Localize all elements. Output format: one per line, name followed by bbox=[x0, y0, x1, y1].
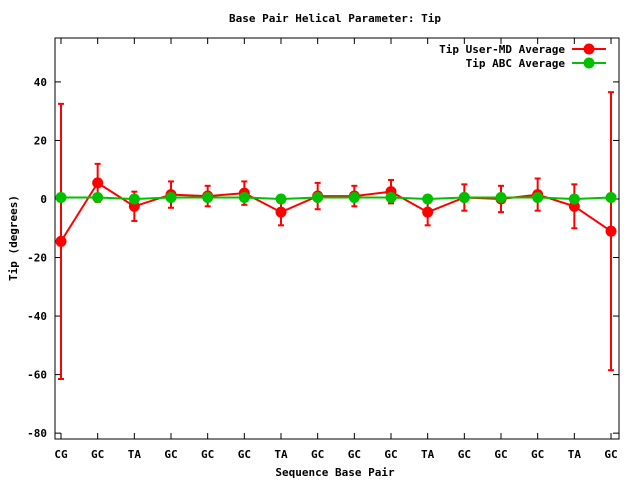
plot-frame bbox=[54, 37, 620, 440]
data-point bbox=[92, 192, 104, 204]
x-tick-label: GC bbox=[311, 448, 324, 461]
x-axis: CG GC TA GC GC GC TA GC GC GC TA GC GC GC TA GC bbox=[54, 38, 618, 461]
series-line bbox=[60, 181, 612, 242]
data-point bbox=[55, 192, 67, 204]
y-tick-label: 40 bbox=[34, 76, 47, 89]
x-tick-label: GC bbox=[201, 448, 214, 461]
x-tick-label: GC bbox=[348, 448, 361, 461]
x-tick-label: GC bbox=[494, 448, 507, 461]
x-axis-label: Sequence Base Pair bbox=[275, 466, 395, 479]
x-tick-label: GC bbox=[384, 448, 397, 461]
y-tick-label: -80 bbox=[27, 427, 47, 440]
y-axis: -80 -60 -40 -20 0 20 40 bbox=[27, 76, 619, 440]
x-tick-label: TA bbox=[421, 448, 435, 461]
series-user-md bbox=[55, 91, 617, 380]
x-tick-label: TA bbox=[568, 448, 582, 461]
data-point bbox=[605, 225, 617, 237]
data-point bbox=[385, 192, 397, 204]
x-tick-label: TA bbox=[128, 448, 142, 461]
data-point bbox=[532, 192, 544, 204]
x-tick-label: CG bbox=[54, 448, 68, 461]
legend-label: Tip User-MD Average bbox=[439, 43, 565, 56]
legend-marker bbox=[583, 43, 595, 55]
chart-title: Base Pair Helical Parameter: Tip bbox=[229, 12, 441, 25]
legend-marker bbox=[583, 57, 595, 69]
y-tick-label: -20 bbox=[27, 252, 47, 265]
y-axis-label: Tip (degrees) bbox=[7, 195, 20, 281]
series-layer bbox=[55, 91, 617, 380]
data-point bbox=[128, 193, 140, 205]
y-tick-label: 0 bbox=[40, 193, 47, 206]
data-point bbox=[275, 193, 287, 205]
x-tick-label: GC bbox=[604, 448, 617, 461]
data-point bbox=[458, 192, 470, 204]
x-tick-label: GC bbox=[458, 448, 471, 461]
data-point bbox=[422, 193, 434, 205]
series-line bbox=[61, 196, 612, 201]
x-tick-label: TA bbox=[274, 448, 288, 461]
data-point bbox=[165, 192, 177, 204]
y-tick-label: 20 bbox=[34, 134, 47, 147]
x-tick-label: GC bbox=[238, 448, 251, 461]
data-point bbox=[202, 192, 214, 204]
data-point bbox=[275, 206, 287, 218]
y-tick-label: -60 bbox=[27, 369, 47, 382]
x-tick-label: GC bbox=[91, 448, 104, 461]
data-point bbox=[568, 193, 580, 205]
x-tick-label: GC bbox=[164, 448, 177, 461]
data-point bbox=[605, 192, 617, 204]
data-point bbox=[238, 192, 250, 204]
data-point bbox=[422, 206, 434, 218]
data-point bbox=[55, 235, 67, 247]
series-abc bbox=[55, 192, 617, 205]
data-point bbox=[495, 192, 507, 204]
data-point bbox=[348, 192, 360, 204]
data-point bbox=[312, 192, 324, 204]
data-point bbox=[92, 177, 104, 189]
y-tick-label: -40 bbox=[27, 310, 47, 323]
legend-label: Tip ABC Average bbox=[466, 57, 566, 70]
x-tick-label: GC bbox=[531, 448, 544, 461]
